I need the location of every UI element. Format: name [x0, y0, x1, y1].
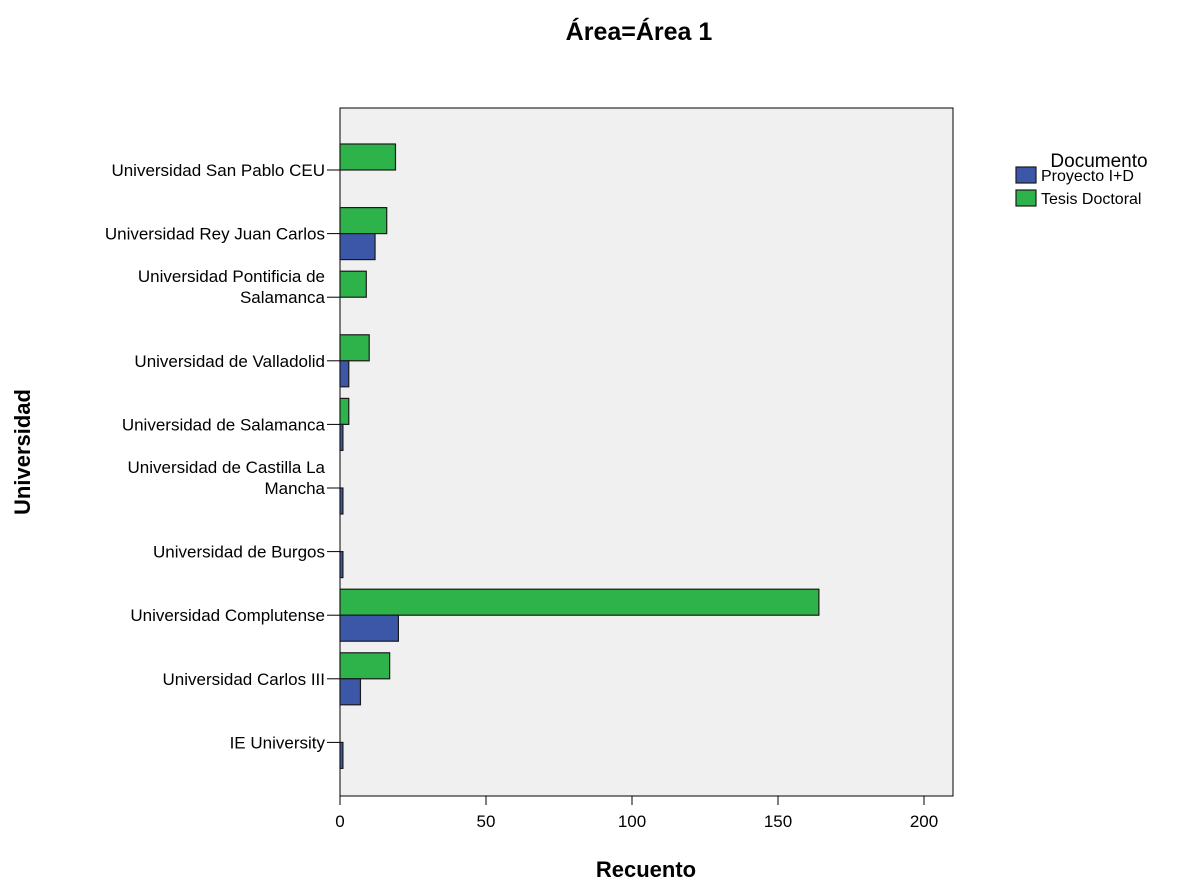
chart-title: Área=Área 1: [566, 17, 713, 46]
y-tick-label: Mancha: [265, 479, 326, 498]
bar-proyecto-i-d-universidad-de-burgos: [339, 550, 344, 579]
legend-swatch-tesis-doctoral: [1015, 189, 1037, 207]
legend: Documento Proyecto I+D Tesis Doctoral: [1015, 151, 1148, 208]
y-tick-label: IE University: [230, 733, 326, 752]
y-tick-label: Universidad San Pablo CEU: [111, 161, 325, 180]
y-tick-label: Universidad de Castilla La: [128, 458, 326, 477]
legend-swatch-proyecto-i-d: [1015, 166, 1037, 184]
y-axis-title: Universidad: [10, 389, 35, 515]
plot-area: [339, 107, 954, 797]
bar-proyecto-i-d-universidad-rey-juan-carlos: [339, 233, 376, 261]
x-axis: 0 50 100 150 200: [335, 796, 938, 831]
bar-tesis-doctoral-universidad-rey-juan-carlos: [339, 207, 388, 235]
y-tick-label: Universidad Carlos III: [162, 670, 325, 689]
x-tick-label: 200: [910, 812, 938, 831]
y-tick-label: Universidad Complutense: [130, 606, 325, 625]
bar-proyecto-i-d-ie-university: [339, 741, 344, 770]
bar-tesis-doctoral-universidad-de-salamanca: [339, 397, 350, 425]
bar-proyecto-i-d-universidad-complutense: [339, 614, 400, 642]
x-tick-label: 100: [618, 812, 646, 831]
x-tick-label: 150: [764, 812, 792, 831]
x-tick-label: 50: [477, 812, 496, 831]
x-tick-label: 0: [335, 812, 344, 831]
bar-proyecto-i-d-universidad-de-salamanca: [339, 423, 344, 451]
y-tick-label: Universidad Rey Juan Carlos: [105, 225, 325, 244]
y-tick-label: Salamanca: [240, 288, 326, 307]
bar-tesis-doctoral-universidad-complutense: [339, 588, 820, 616]
bar-tesis-doctoral-universidad-san-pablo-ceu: [339, 143, 397, 171]
y-tick-label: Universidad de Salamanca: [122, 415, 326, 434]
legend-title: Documento: [1050, 151, 1147, 172]
legend-label-tesis-doctoral: Tesis Doctoral: [1041, 191, 1141, 208]
y-tick-label: Universidad Pontificia de: [138, 267, 325, 286]
y-axis: Universidad San Pablo CEU Universidad Rey…: [105, 161, 340, 752]
bar-tesis-doctoral-universidad-de-valladolid: [339, 334, 370, 362]
bar-proyecto-i-d-universidad-carlos-iii: [339, 678, 362, 706]
bars-group: [339, 143, 820, 770]
x-axis-title: Recuento: [596, 857, 696, 882]
bar-proyecto-i-d-universidad-de-castilla-la-mancha: [339, 487, 344, 515]
bar-tesis-doctoral-universidad-carlos-iii: [339, 652, 391, 680]
bar-proyecto-i-d-universidad-de-valladolid: [339, 360, 350, 388]
legend-label-proyecto-i-d: Proyecto I+D: [1041, 168, 1134, 185]
y-tick-label: Universidad de Burgos: [153, 543, 325, 562]
bar-tesis-doctoral-universidad-pontificia-de-salamanca: [339, 270, 367, 298]
y-tick-label: Universidad de Valladolid: [134, 352, 325, 371]
